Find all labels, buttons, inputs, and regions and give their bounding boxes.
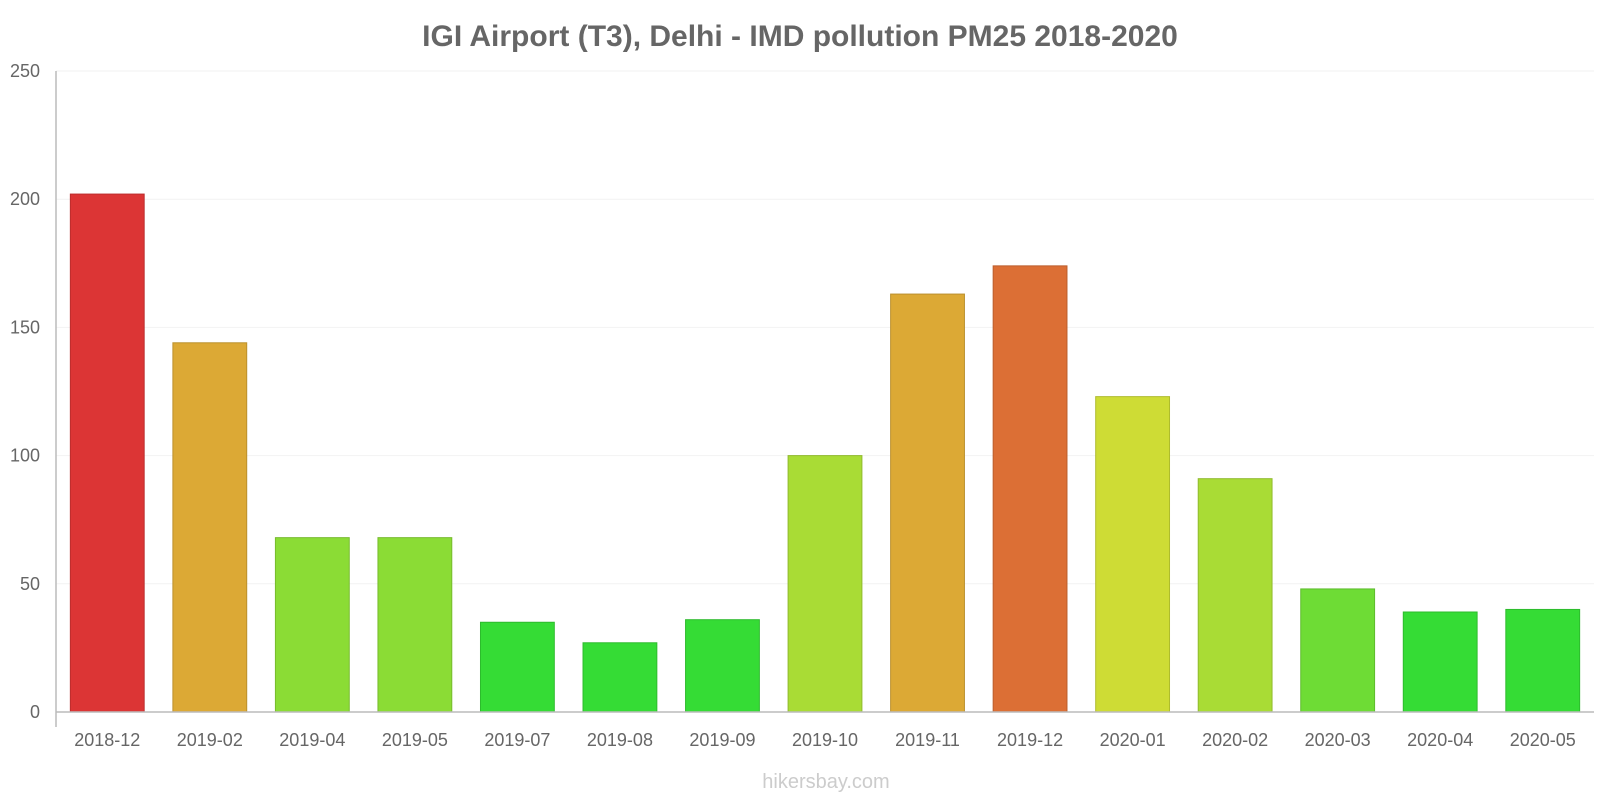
- x-tick-label: 2019-07: [484, 730, 550, 750]
- gridlines: [56, 70, 1594, 585]
- x-tick-label: 2019-12: [997, 730, 1063, 750]
- x-tick-label: 2019-05: [382, 730, 448, 750]
- bar-2018-12[interactable]: [69, 193, 145, 713]
- bar-2019-12[interactable]: [992, 265, 1068, 713]
- x-tick-label: 2018-12: [74, 730, 140, 750]
- x-tick-label: 2019-09: [689, 730, 755, 750]
- bar-2020-01[interactable]: [1095, 396, 1171, 713]
- bar-2019-02[interactable]: [172, 342, 248, 713]
- x-tick-label: 2019-08: [587, 730, 653, 750]
- bar-2019-11[interactable]: [890, 293, 965, 713]
- y-tick-label: 100: [10, 446, 40, 466]
- bar-2020-03[interactable]: [1300, 588, 1376, 713]
- bars: [69, 193, 1581, 713]
- bar-2020-02[interactable]: [1197, 478, 1273, 713]
- watermark-text: hikersbay.com: [762, 771, 889, 793]
- y-tick-label: 50: [20, 574, 40, 594]
- bar-2019-05[interactable]: [377, 537, 453, 713]
- y-tick-label: 250: [10, 61, 40, 81]
- x-tick-label: 2020-05: [1510, 730, 1576, 750]
- chart-title: IGI Airport (T3), Delhi - IMD pollution …: [422, 20, 1178, 53]
- bar-2019-10[interactable]: [787, 455, 863, 713]
- x-axis-ticks: 2018-12 2019-02 2019-04 2019-05 2019-07 2019-…: [74, 730, 1576, 750]
- x-tick-label: 2019-11: [895, 730, 960, 750]
- bar-2019-08[interactable]: [582, 642, 658, 713]
- bar-2019-07[interactable]: [479, 621, 555, 713]
- x-tick-label: 2019-10: [792, 730, 858, 750]
- x-tick-label: 2020-03: [1305, 730, 1371, 750]
- bar-2019-09[interactable]: [685, 619, 760, 713]
- y-tick-label: 200: [10, 189, 40, 209]
- x-tick-label: 2019-04: [279, 730, 345, 750]
- bar-2020-05[interactable]: [1505, 608, 1581, 713]
- x-tick-label: 2020-01: [1100, 730, 1166, 750]
- x-tick-label: 2019-02: [177, 730, 243, 750]
- y-tick-label: 150: [10, 317, 40, 337]
- y-axis-ticks: 0 50 100 150 200 250: [10, 61, 40, 722]
- y-tick-label: 0: [30, 702, 40, 722]
- bar-2019-04[interactable]: [274, 537, 350, 713]
- x-tick-label: 2020-04: [1407, 730, 1473, 750]
- bar-2020-04[interactable]: [1402, 611, 1478, 713]
- x-tick-label: 2020-02: [1202, 730, 1268, 750]
